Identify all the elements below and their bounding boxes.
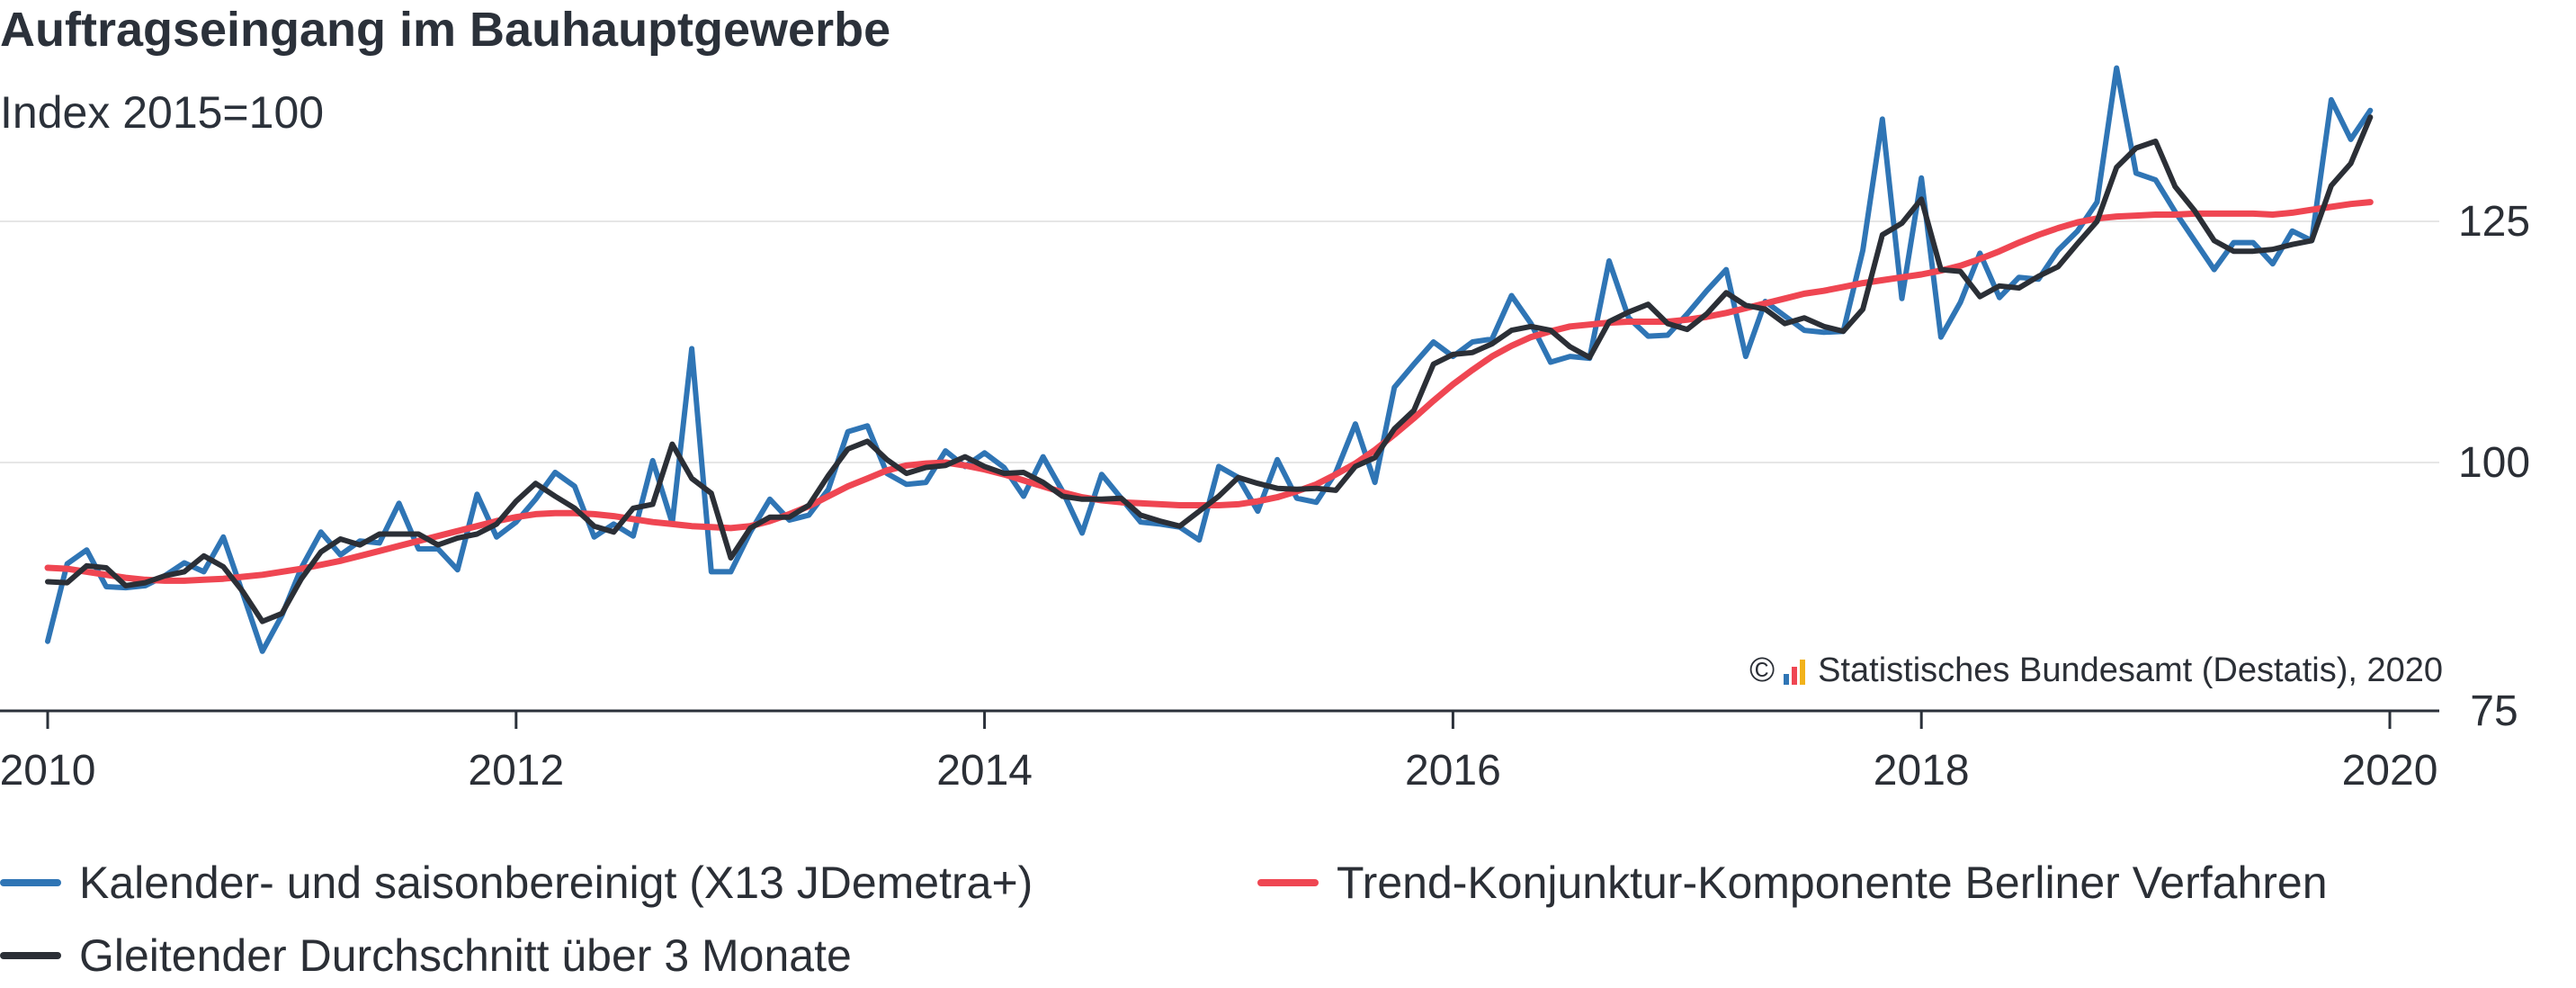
series-lines: [44, 65, 2374, 654]
legend-item-adjusted: Kalender- und saisonbereinigt (X13 JDeme…: [0, 857, 1033, 909]
series-line-adjusted: [45, 65, 2374, 654]
chart-title: Auftragseingang im Bauhauptgewerbe: [0, 3, 891, 57]
y-tick-label: 125: [2458, 198, 2530, 246]
x-tick-label: 2014: [936, 747, 1033, 795]
legend-swatch-moving-avg: [0, 952, 61, 959]
legend-label-moving-avg: Gleitender Durchschnitt über 3 Monate: [79, 930, 852, 981]
y-tick-label: 100: [2458, 439, 2530, 487]
series-line-trend: [44, 199, 2374, 584]
x-axis: [0, 709, 2439, 729]
legend-label-trend: Trend-Konjunktur-Komponente Berliner Ver…: [1337, 858, 2328, 908]
y-axis-labels: 75 100 125: [2458, 198, 2530, 735]
series-line-moving-avg: [45, 114, 2374, 624]
source-credit: © Statistisches Bundesamt (Destatis), 20…: [1749, 651, 2443, 690]
gridlines: [0, 220, 2439, 463]
legend-swatch-adjusted: [0, 879, 61, 886]
y-tick-label: 75: [2470, 687, 2518, 735]
x-axis-labels: 2010 2012 2014 2016 2018 2020: [0, 747, 2437, 795]
source-credit-text: Statistisches Bundesamt (Destatis), 2020: [1818, 651, 2443, 689]
destatis-logo-icon: [1784, 658, 1806, 685]
x-tick-label: 2018: [1874, 747, 1970, 795]
x-tick-label: 2020: [2342, 747, 2438, 795]
chart-subtitle: Index 2015=100: [0, 87, 325, 138]
x-tick-label: 2012: [468, 747, 564, 795]
legend-item-moving-avg: Gleitender Durchschnitt über 3 Monate: [0, 930, 852, 982]
copyright-icon: ©: [1749, 651, 1775, 689]
x-tick-label: 2010: [0, 747, 95, 795]
legend-label-adjusted: Kalender- und saisonbereinigt (X13 JDeme…: [79, 858, 1033, 908]
x-tick-label: 2016: [1405, 747, 1501, 795]
legend-swatch-trend: [1257, 879, 1319, 886]
legend-item-trend: Trend-Konjunktur-Komponente Berliner Ver…: [1257, 857, 2328, 909]
